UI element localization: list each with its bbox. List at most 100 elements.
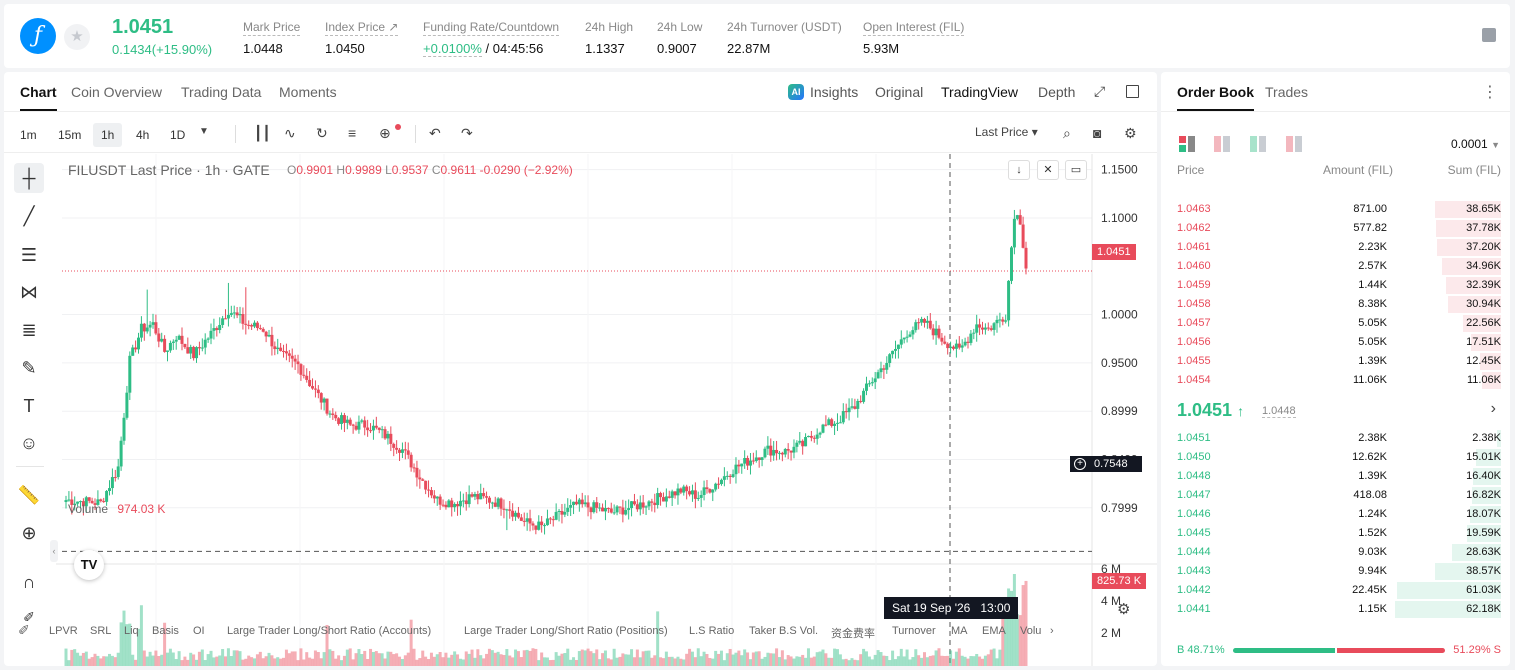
magnet-tool-icon[interactable]: ∩	[22, 572, 36, 592]
bid-row[interactable]: 1.0445 1.52K 19.59K	[1177, 524, 1501, 543]
ask-row[interactable]: 1.0458 8.38K 30.94K	[1177, 295, 1501, 314]
window-icon[interactable]	[1126, 85, 1139, 98]
bid-row[interactable]: 1.0447 418.08 16.82K	[1177, 486, 1501, 505]
indicator-ema[interactable]: EMA	[982, 625, 1006, 637]
indicator-taker-bs[interactable]: Taker B.S Vol.	[749, 625, 819, 637]
tradingview-logo[interactable]: TV	[74, 550, 104, 580]
view-asks-icon[interactable]	[1214, 136, 1230, 152]
tab-trading-data[interactable]: Trading Data	[181, 84, 262, 100]
collapse-icon[interactable]: ✕	[1037, 160, 1059, 180]
indicator-volume[interactable]: Volu	[1020, 625, 1042, 637]
undo-icon[interactable]: ↶	[429, 125, 441, 141]
redo-icon[interactable]: ↷	[461, 125, 473, 141]
interval-4h[interactable]: 4h	[136, 128, 150, 142]
view-tradingview[interactable]: TradingView	[941, 84, 1019, 100]
expand-icon[interactable]: ⤢	[1094, 83, 1106, 99]
indicator-ma[interactable]: MA	[951, 625, 968, 637]
stat-index-price[interactable]: Index Price ↗ 1.0450	[325, 18, 399, 56]
indicator-srl[interactable]: SRL	[90, 625, 112, 637]
tab-moments[interactable]: Moments	[279, 84, 337, 100]
interval-1d[interactable]: 1D	[170, 128, 186, 142]
view-insights[interactable]: Insights	[810, 84, 859, 100]
replay-icon[interactable]: ↻	[316, 125, 328, 141]
ask-row[interactable]: 1.0463 871.00 38.65K	[1177, 200, 1501, 219]
indicator-ls-positions[interactable]: Large Trader Long/Short Ratio (Positions…	[464, 625, 668, 637]
chart-settings-icon[interactable]: ⚙	[1117, 601, 1131, 618]
chevron-right-icon[interactable]: ›	[1050, 625, 1054, 637]
bid-row[interactable]: 1.0450 12.62K 15.01K	[1177, 448, 1501, 467]
indicator-basis[interactable]: Basis	[152, 625, 179, 637]
interval-15m[interactable]: 15m	[58, 128, 82, 142]
collapse-toolbar-icon[interactable]: ‹	[50, 540, 58, 562]
brush-tool-icon[interactable]: ✎	[21, 358, 37, 378]
bid-row[interactable]: 1.0442 22.45K 61.03K	[1177, 581, 1501, 600]
interval-1m[interactable]: 1m	[20, 128, 37, 142]
fullscreen-icon[interactable]: ▭	[1065, 160, 1087, 180]
templates-icon[interactable]: ≡	[348, 125, 357, 141]
emoji-tool-icon[interactable]: ☺	[19, 433, 39, 453]
tab-chart[interactable]: Chart	[20, 84, 57, 111]
ask-row[interactable]: 1.0462 577.82 37.78K	[1177, 219, 1501, 238]
view-split-icon[interactable]	[1286, 136, 1302, 152]
tab-order-book[interactable]: Order Book	[1177, 84, 1255, 111]
indicator-funding-rate[interactable]: 资金费率	[831, 628, 875, 640]
gear-icon[interactable]: ⚙	[1124, 125, 1137, 141]
horizontal-lines-tool-icon[interactable]: ☰	[20, 245, 38, 265]
bid-row[interactable]: 1.0443 9.94K 38.57K	[1177, 562, 1501, 581]
camera-icon[interactable]: ◙	[1093, 125, 1102, 141]
ask-row[interactable]: 1.0454 11.06K 11.06K	[1177, 371, 1501, 390]
tick-size-select[interactable]: 0.0001 ▼	[1451, 137, 1500, 151]
view-both-icon[interactable]	[1179, 136, 1195, 152]
bid-row[interactable]: 1.0448 1.39K 16.40K	[1177, 467, 1501, 486]
zoom-in-tool-icon[interactable]: ⊕	[21, 523, 37, 543]
indicator-turnover[interactable]: Turnover	[892, 625, 936, 637]
trend-line-tool-icon[interactable]: ╱	[23, 206, 35, 226]
book-icon[interactable]	[1482, 28, 1496, 42]
indicators-icon[interactable]: ∿	[284, 125, 296, 141]
interval-dropdown-icon[interactable]: ▼	[199, 126, 209, 137]
chevron-right-icon[interactable]: ›	[1490, 400, 1496, 417]
candle-type-icon[interactable]: ┃┃	[254, 125, 271, 141]
ask-row[interactable]: 1.0456 5.05K 17.51K	[1177, 333, 1501, 352]
interval-1h[interactable]: 1h	[93, 123, 123, 147]
stat-funding-rate[interactable]: Funding Rate/Countdown +0.0100% / 04:45:…	[423, 18, 560, 57]
bid-row[interactable]: 1.0444 9.03K 28.63K	[1177, 543, 1501, 562]
scroll-down-icon[interactable]: ↓	[1008, 160, 1030, 180]
ask-row[interactable]: 1.0461 2.23K 37.20K	[1177, 238, 1501, 257]
search-icon[interactable]: ⌕	[1063, 125, 1071, 141]
tab-trades[interactable]: Trades	[1265, 84, 1309, 100]
candle-body	[163, 338, 167, 352]
text-tool-icon[interactable]: T	[23, 396, 35, 416]
bid-row[interactable]: 1.0451 2.38K 2.38K	[1177, 429, 1501, 448]
view-bids-icon[interactable]	[1250, 136, 1266, 152]
indicator-liq[interactable]: Liq	[124, 625, 139, 637]
view-depth[interactable]: Depth	[1038, 84, 1076, 100]
price-type-select[interactable]: Last Price ▾	[975, 125, 1038, 139]
tab-coin-overview[interactable]: Coin Overview	[71, 84, 163, 100]
add-alert-icon[interactable]: +	[1074, 458, 1086, 470]
add-icon[interactable]: ⊕	[379, 125, 391, 141]
stat-open-interest[interactable]: Open Interest (FIL) 5.93M	[863, 18, 965, 56]
pattern-tool-icon[interactable]: ⋈	[20, 282, 38, 302]
fib-tool-icon[interactable]: ≣	[21, 320, 37, 340]
ask-row[interactable]: 1.0459 1.44K 32.39K	[1177, 276, 1501, 295]
edit-indicators-icon[interactable]: ✐	[18, 622, 30, 638]
ask-row[interactable]: 1.0457 5.05K 22.56K	[1177, 314, 1501, 333]
pencil-lock-icon[interactable]: ✐	[23, 609, 35, 625]
bid-row[interactable]: 1.0446 1.24K 18.07K	[1177, 505, 1501, 524]
bid-row[interactable]: 1.0441 1.15K 62.18K	[1177, 600, 1501, 619]
stat-mark-price[interactable]: Mark Price 1.0448	[243, 18, 301, 56]
mid-price[interactable]: 1.0451 ↑	[1177, 400, 1244, 421]
indicator-oi[interactable]: OI	[193, 625, 205, 637]
view-original[interactable]: Original	[875, 84, 924, 100]
ask-row[interactable]: 1.0455 1.39K 12.45K	[1177, 352, 1501, 371]
indicator-lpvr[interactable]: LPVR	[49, 625, 78, 637]
crosshair-tool-icon[interactable]: ┼	[14, 163, 44, 193]
more-options-icon[interactable]: ⋮	[1482, 84, 1498, 101]
indicator-ls-accounts[interactable]: Large Trader Long/Short Ratio (Accounts)	[227, 625, 432, 637]
ask-row[interactable]: 1.0460 2.57K 34.96K	[1177, 257, 1501, 276]
favorite-star-icon[interactable]: ★	[64, 24, 90, 50]
indicator-ls-ratio[interactable]: L.S Ratio	[689, 625, 735, 637]
ruler-tool-icon[interactable]: 📏	[17, 485, 41, 505]
price-chart[interactable]: 1.15001.10001.00000.95000.89990.84990.79…	[4, 154, 1157, 666]
